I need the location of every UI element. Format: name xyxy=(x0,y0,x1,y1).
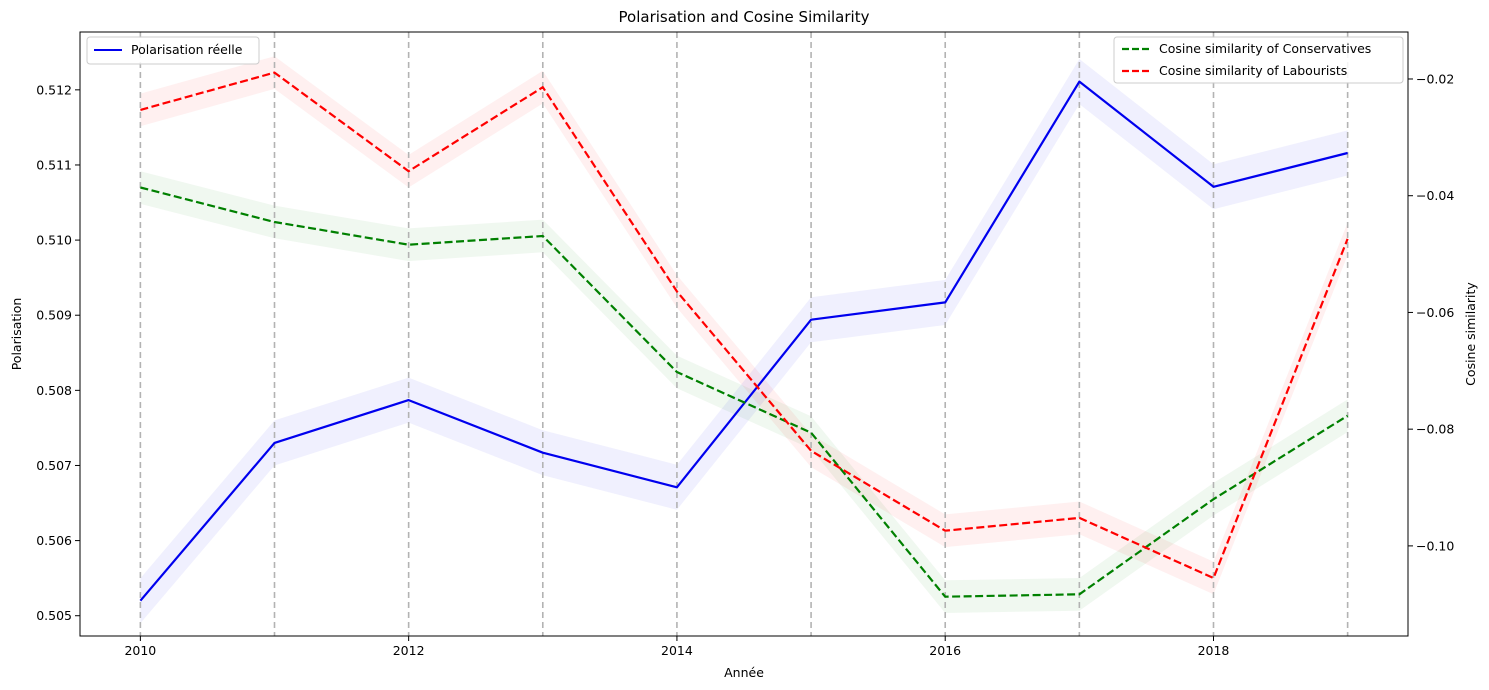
y-axis-left: 0.505 0.506 0.507 0.508 0.509 0.510 0.511 0.512 xyxy=(36,82,80,623)
chart-title: Polarisation and Cosine Similarity xyxy=(619,8,870,26)
y-left-tick-label-0.506: 0.506 xyxy=(36,533,72,548)
y-right-tick-label-−0.02: −0.02 xyxy=(1416,71,1454,86)
y-right-tick-label-−0.04: −0.04 xyxy=(1416,188,1454,203)
y-right-tick-label-−0.06: −0.06 xyxy=(1416,305,1454,320)
y-left-tick-label-0.512: 0.512 xyxy=(36,82,72,97)
plot-area-frame xyxy=(79,31,1409,637)
y-left-tick-label-0.507: 0.507 xyxy=(36,458,72,473)
x-tick-label-2018: 2018 xyxy=(1198,643,1230,658)
x-axis-label: Année xyxy=(724,665,764,680)
y-left-tick-label-0.508: 0.508 xyxy=(36,383,72,398)
band-series-1 xyxy=(140,171,1348,613)
confidence-bands xyxy=(140,56,1348,624)
y-left-tick-label-0.505: 0.505 xyxy=(36,608,72,623)
y-right-tick-label-−0.10: −0.10 xyxy=(1416,538,1454,553)
vertical-gridlines xyxy=(139,32,1349,636)
x-tick-label-2014: 2014 xyxy=(661,643,693,658)
x-tick-label-2012: 2012 xyxy=(393,643,425,658)
y-left-tick-label-0.510: 0.510 xyxy=(36,233,72,248)
y-left-tick-label-0.511: 0.511 xyxy=(36,157,72,172)
y-axis-left-label: Polarisation xyxy=(9,298,24,371)
x-axis: 2010 2012 2014 2016 2018 xyxy=(124,636,1229,658)
legend-right: Cosine similarity of Conservatives Cosin… xyxy=(1113,36,1404,84)
y-axis-right-label: Cosine similarity xyxy=(1463,282,1478,386)
legend-left: Polarisation réelle xyxy=(86,36,260,65)
legend-right-box xyxy=(1113,36,1404,84)
legend-label-labourists: Cosine similarity of Labourists xyxy=(1159,63,1347,78)
y-axis-right: −0.10 −0.08 −0.06 −0.04 −0.02 xyxy=(1408,71,1454,553)
legend-left-box xyxy=(86,36,260,65)
x-tick-label-2010: 2010 xyxy=(124,643,156,658)
y-left-tick-label-0.509: 0.509 xyxy=(36,308,72,323)
series-lines xyxy=(139,71,1349,602)
legend-label-conservatives: Cosine similarity of Conservatives xyxy=(1159,41,1371,56)
line-series-2 xyxy=(140,71,1349,580)
y-right-tick-label-−0.08: −0.08 xyxy=(1416,422,1454,437)
band-series-2 xyxy=(140,56,1348,595)
x-tick-label-2016: 2016 xyxy=(929,643,961,658)
legend-label-polarisation: Polarisation réelle xyxy=(131,42,243,57)
